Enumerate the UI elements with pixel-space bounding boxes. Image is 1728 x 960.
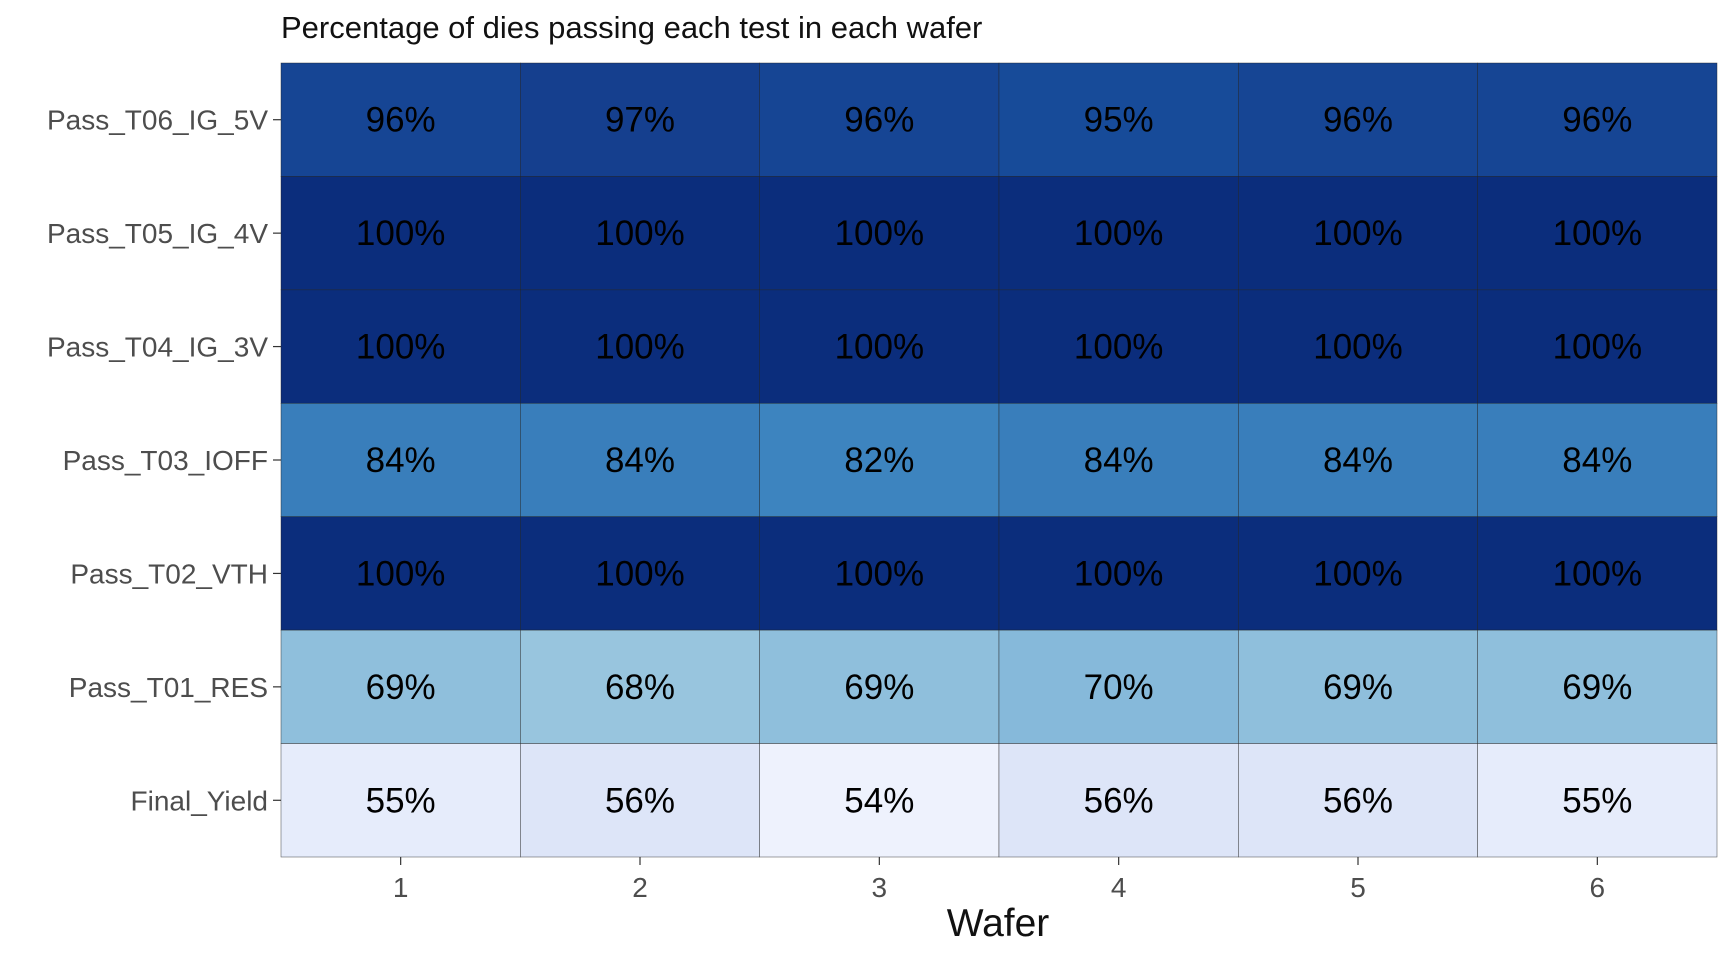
x-axis-label: Wafer [947, 902, 1050, 945]
heatmap-cell [280, 62, 521, 177]
cell-value-label: 70% [1084, 668, 1154, 707]
cell-value-label: 96% [1323, 101, 1393, 140]
heatmap-cell [520, 62, 760, 177]
cell-value-label: 96% [844, 101, 914, 140]
cell-value-label: 100% [1313, 554, 1403, 593]
heatmap-cell [1238, 62, 1478, 177]
cell-value-label: 100% [595, 554, 685, 593]
x-tick-label: 5 [1350, 872, 1366, 903]
cell-value-label: 100% [1074, 554, 1164, 593]
heatmap-cell [1238, 629, 1478, 744]
cell-value-label: 55% [366, 781, 436, 820]
cell-value-label: 100% [835, 214, 925, 253]
cell-value-label: 56% [605, 781, 675, 820]
heatmap-cell [998, 62, 1239, 177]
cell-value-label: 100% [595, 328, 685, 367]
heatmap-cell-labels: 96% 97% 96% 95% 96% 96% 100% 100% 100% 100% 100% 10… [356, 101, 1642, 821]
heatmap-cell [1477, 743, 1718, 858]
x-tick-label: 4 [1111, 872, 1127, 903]
cell-value-label: 96% [1562, 101, 1632, 140]
cell-value-label: 68% [605, 668, 675, 707]
cell-value-label: 69% [844, 668, 914, 707]
heatmap-cell [1477, 289, 1718, 404]
x-tick-label: 6 [1590, 872, 1606, 903]
heatmap-cell [759, 516, 1000, 631]
y-tick-label: Pass_T06_IG_5V [47, 105, 268, 136]
heatmap-cell [520, 176, 760, 291]
x-tick-label: 2 [632, 872, 648, 903]
heatmap-cell [998, 289, 1239, 404]
cell-value-label: 95% [1084, 101, 1154, 140]
heatmap-cell [520, 743, 760, 858]
y-tick-label: Pass_T05_IG_4V [47, 218, 268, 249]
x-axis: 1 2 3 4 5 6 [393, 857, 1605, 903]
cell-value-label: 100% [1074, 214, 1164, 253]
heatmap-cell [1477, 62, 1718, 177]
cell-value-label: 100% [1313, 214, 1403, 253]
cell-value-label: 100% [356, 554, 446, 593]
cell-value-label: 100% [835, 554, 925, 593]
cell-value-label: 100% [1553, 214, 1643, 253]
y-tick-label: Final_Yield [131, 785, 268, 816]
cell-value-label: 100% [1313, 328, 1403, 367]
y-tick-label: Pass_T02_VTH [70, 558, 268, 589]
cell-value-label: 97% [605, 101, 675, 140]
heatmap-cell [1477, 402, 1718, 518]
cell-value-label: 84% [1562, 441, 1632, 480]
x-tick-label: 3 [872, 872, 888, 903]
heatmap-cell [280, 743, 521, 858]
heatmap-cell [759, 62, 1000, 177]
heatmap-cell [1238, 289, 1478, 404]
y-tick-label: Pass_T04_IG_3V [47, 332, 268, 363]
heatmap-cell [520, 516, 760, 631]
heatmap-cell [998, 743, 1239, 858]
cell-value-label: 54% [844, 781, 914, 820]
cell-value-label: 100% [1074, 328, 1164, 367]
cell-value-label: 100% [1553, 328, 1643, 367]
x-tick-label: 1 [393, 872, 409, 903]
cell-value-label: 56% [1323, 781, 1393, 820]
cell-value-label: 96% [366, 101, 436, 140]
heatmap-cell [280, 516, 521, 631]
y-tick-label: Pass_T01_RES [69, 672, 268, 703]
heatmap-cell [1477, 176, 1718, 291]
heatmap-cell [1238, 516, 1478, 631]
heatmap-cell [759, 402, 1000, 518]
heatmap-cells [280, 62, 1718, 858]
cell-value-label: 69% [1323, 668, 1393, 707]
cell-value-label: 84% [366, 441, 436, 480]
cell-value-label: 100% [835, 328, 925, 367]
cell-value-label: 100% [1553, 554, 1643, 593]
cell-value-label: 100% [595, 214, 685, 253]
cell-value-label: 84% [1323, 441, 1393, 480]
heatmap-cell [280, 629, 521, 744]
y-axis: Pass_T06_IG_5V Pass_T05_IG_4V Pass_T04_IG_… [47, 105, 281, 816]
y-tick-label: Pass_T03_IOFF [63, 445, 268, 476]
cell-value-label: 82% [844, 441, 914, 480]
heatmap-cell [520, 402, 760, 518]
heatmap-cell [759, 743, 1000, 858]
cell-value-label: 69% [1562, 668, 1632, 707]
heatmap-cell [1477, 629, 1718, 744]
heatmap-cell [280, 176, 521, 291]
cell-value-label: 84% [605, 441, 675, 480]
heatmap-cell [759, 289, 1000, 404]
heatmap-cell [998, 629, 1239, 744]
cell-value-label: 100% [356, 214, 446, 253]
heatmap-cell [998, 516, 1239, 631]
heatmap-cell [280, 289, 521, 404]
heatmap-cell [280, 402, 521, 518]
heatmap-cell [1238, 402, 1478, 518]
cell-value-label: 100% [356, 328, 446, 367]
cell-value-label: 84% [1084, 441, 1154, 480]
heatmap-cell [1477, 516, 1718, 631]
cell-value-label: 69% [366, 668, 436, 707]
cell-value-label: 56% [1084, 781, 1154, 820]
cell-value-label: 55% [1562, 781, 1632, 820]
heatmap-cell [998, 402, 1239, 518]
chart-title: Percentage of dies passing each test in … [281, 10, 982, 45]
heatmap-cell [520, 289, 760, 404]
heatmap-cell [998, 176, 1239, 291]
